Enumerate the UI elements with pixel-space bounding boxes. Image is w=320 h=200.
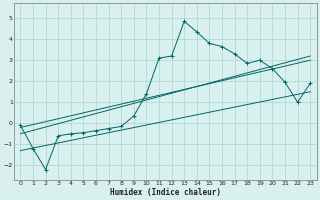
X-axis label: Humidex (Indice chaleur): Humidex (Indice chaleur) — [110, 188, 221, 197]
